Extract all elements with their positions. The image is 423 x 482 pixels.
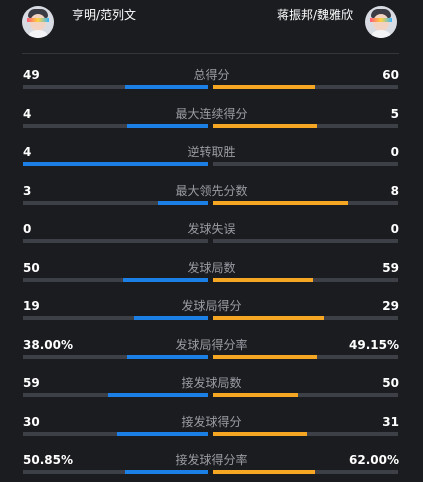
stat-left-bar-fill [117,431,208,436]
stat-row: 4 逆转取胜 0 [0,145,423,183]
stat-right-bar-track [213,431,398,436]
stat-right-bar-track [213,162,398,166]
avatar-headband [370,18,392,22]
stat-right-bar-fill [213,354,317,359]
match-header: 亨明/范列文 蒋振邦/魏雅欣 [0,0,423,54]
stat-right-value: 29 [382,299,399,313]
avatar-body [27,30,49,38]
stat-left-value: 49 [23,68,40,82]
stat-left-bar-track [23,162,208,166]
avatar-headband [27,18,49,22]
stat-label: 发球失误 [187,222,236,236]
stat-left-value: 4 [23,145,32,159]
stat-label: 接发球局数 [181,376,242,390]
stat-label: 发球局得分率 [175,337,248,352]
stat-right-bar-fill [213,85,315,89]
avatar-hair [28,9,48,18]
stat-left-bar-track [23,277,208,282]
stat-left-bar-track [23,354,208,359]
stat-right-bar-fill [213,277,313,282]
stat-left-value: 59 [23,376,40,390]
stat-right-bar-track [213,393,398,397]
stat-label: 最大领先分数 [175,183,248,198]
stat-left-bar-fill [23,162,208,166]
stat-right-bar-fill [213,200,349,205]
stat-right-value: 8 [390,183,399,198]
stat-row: 59 接发球局数 50 [0,376,423,414]
stat-left-bar-fill [124,85,208,89]
stat-left-bar-track [23,316,208,320]
stat-right-bar-fill [213,393,299,397]
stat-left-bar-fill [108,393,208,397]
stat-left-value: 19 [23,299,40,313]
stat-left-bar-fill [134,316,208,320]
header-divider [22,53,399,54]
stat-left-bar-fill [126,123,208,128]
stat-right-value: 50 [382,376,399,390]
stat-left-bar-track [23,431,208,436]
stat-label: 发球局得分 [181,299,242,313]
stat-right-bar-track [213,470,398,474]
stat-left-value: 30 [23,414,40,429]
right-team-name[interactable]: 蒋振邦/魏雅欣 [276,8,353,22]
left-player-avatar[interactable] [22,6,54,38]
avatar-hair [371,9,391,18]
stat-right-bar-track [213,85,398,89]
stat-right-value: 62.00% [349,453,399,467]
stat-row: 3 最大领先分数 8 [0,184,423,222]
stat-right-bar-fill [213,123,317,128]
stat-right-value: 0 [390,222,399,236]
stat-left-bar-fill [122,277,208,282]
stat-left-bar-track [23,239,208,243]
stat-left-bar-track [23,470,208,474]
stat-right-bar-track [213,239,398,243]
stat-row: 49 总得分 60 [0,68,423,106]
stat-left-bar-track [23,123,208,128]
stat-right-bar-fill [213,470,315,474]
stat-label: 最大连续得分 [175,106,248,121]
stat-label: 总得分 [193,68,230,82]
stat-label: 逆转取胜 [187,145,236,159]
stat-right-value: 60 [382,68,399,82]
stat-row: 50.85% 接发球得分率 62.00% [0,453,423,482]
stat-row: 30 接发球得分 31 [0,415,423,453]
stat-row: 38.00% 发球局得分率 49.15% [0,338,423,376]
stat-right-value: 5 [390,106,399,121]
stat-left-value: 50 [23,260,40,275]
stat-left-value: 0 [23,222,32,236]
stat-right-bar-track [213,277,398,282]
stat-left-bar-track [23,393,208,397]
stat-row: 4 最大连续得分 5 [0,107,423,145]
stat-left-bar-track [23,85,208,89]
stat-left-bar-fill [126,354,208,359]
stat-left-value: 38.00% [23,337,73,352]
stat-left-bar-fill [158,200,208,205]
stat-label: 接发球得分 [181,414,242,429]
stat-right-bar-fill [213,431,308,436]
stat-right-bar-track [213,316,398,320]
stat-right-bar-track [213,123,398,128]
stat-left-bar-track [23,200,208,205]
stat-left-bar-fill [124,470,208,474]
right-player-avatar[interactable] [365,6,397,38]
stat-right-value: 49.15% [349,337,399,352]
stat-right-bar-track [213,200,398,205]
stat-left-value: 50.85% [23,453,73,467]
stat-label: 接发球得分率 [175,453,248,467]
stat-right-value: 59 [382,260,399,275]
stat-right-bar-track [213,354,398,359]
stat-left-value: 3 [23,183,32,198]
avatar-body [370,30,392,38]
left-team-name[interactable]: 亨明/范列文 [72,8,137,22]
stat-right-bar-fill [213,316,324,320]
stat-row: 0 发球失误 0 [0,222,423,260]
avatar-face [373,14,389,31]
stat-right-value: 31 [382,414,399,429]
stat-row: 50 发球局数 59 [0,261,423,299]
stat-right-value: 0 [390,145,399,159]
stat-label: 发球局数 [187,260,236,275]
stat-row: 19 发球局得分 29 [0,299,423,337]
avatar-face [30,14,46,31]
stat-left-value: 4 [23,106,32,121]
